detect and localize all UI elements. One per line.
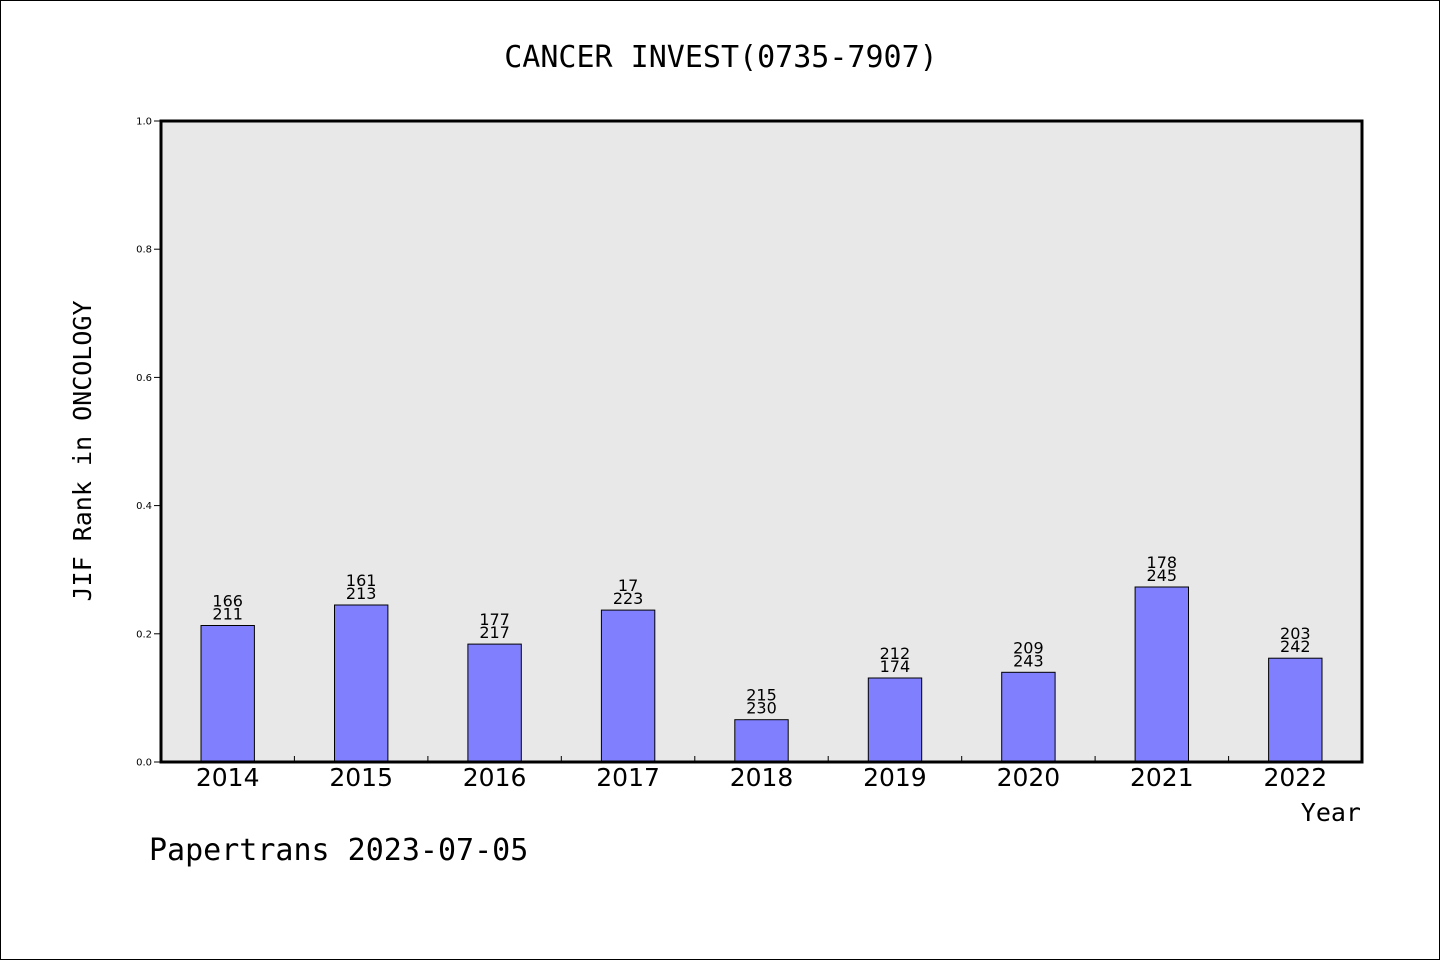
x-tick-label-2015: 2015 xyxy=(329,763,393,792)
y-tick-label: 0.6 xyxy=(136,373,152,384)
bar-2016 xyxy=(467,643,522,763)
bar-label-rank-2019: 212 xyxy=(880,644,911,663)
x-axis-label: Year xyxy=(1301,798,1361,827)
bar-2022 xyxy=(1268,657,1323,763)
y-tick-label: 0.8 xyxy=(136,245,152,256)
bar-label-total-2015: 213 xyxy=(346,584,377,603)
bar-label-total-2019: 174 xyxy=(880,657,911,676)
bar-label-rank-2017: 17 xyxy=(618,576,638,595)
y-tick-label: 0.4 xyxy=(136,501,152,512)
bar-label-total-2014: 211 xyxy=(212,605,243,624)
bar-label-total-2021: 245 xyxy=(1147,566,1178,585)
bar-2020 xyxy=(1001,671,1056,763)
bar-label-rank-2015: 161 xyxy=(346,571,377,590)
x-axis: 2014 2015 2016 2017 2018 2019 2020 2021 2022 xyxy=(196,756,1327,792)
bar-label-rank-2016: 177 xyxy=(479,610,510,629)
y-axis-label: JIF Rank in ONCOLOGY xyxy=(68,300,97,601)
x-tick-label-2018: 2018 xyxy=(730,763,794,792)
bar-labels-layer: 1662111612131772171722321523021217420924… xyxy=(212,553,1310,718)
y-axis: 0.0 0.2 0.4 0.6 0.8 1.0 xyxy=(136,117,161,769)
y-tick-label: 1.0 xyxy=(136,117,152,128)
bar-2017 xyxy=(600,609,656,763)
bar-label-total-2022: 242 xyxy=(1280,637,1311,656)
bar-2021 xyxy=(1134,586,1189,763)
bar-2014 xyxy=(200,625,255,763)
bar-label-total-2017: 223 xyxy=(613,589,644,608)
bar-label-rank-2014: 166 xyxy=(212,592,243,611)
plot-frame xyxy=(159,119,1364,764)
x-tick-label-2021: 2021 xyxy=(1130,763,1194,792)
y-tick-label: 0.2 xyxy=(136,629,152,640)
bar-2018 xyxy=(734,719,789,763)
x-tick-label-2017: 2017 xyxy=(596,763,660,792)
x-tick-label-2019: 2019 xyxy=(863,763,927,792)
bar-label-rank-2022: 203 xyxy=(1280,624,1311,643)
bar-label-rank-2021: 178 xyxy=(1147,553,1178,572)
chart-title: CANCER INVEST(0735-7907) xyxy=(504,40,937,75)
bar-label-total-2016: 217 xyxy=(479,623,510,642)
bar-label-rank-2018: 215 xyxy=(746,686,777,705)
bar-2015 xyxy=(334,604,389,763)
x-tick-label-2016: 2016 xyxy=(463,763,527,792)
x-tick-label-2020: 2020 xyxy=(997,763,1061,792)
y-tick-label: 0.0 xyxy=(136,758,152,769)
bars-layer xyxy=(200,586,1323,763)
x-tick-label-2022: 2022 xyxy=(1263,763,1327,792)
x-tick-label-2014: 2014 xyxy=(196,763,260,792)
bar-label-total-2018: 230 xyxy=(746,699,777,718)
bar-2019 xyxy=(867,677,923,763)
bar-label-total-2020: 243 xyxy=(1013,651,1044,670)
bar-label-rank-2020: 209 xyxy=(1013,638,1044,657)
footer-credit: Papertrans 2023-07-05 xyxy=(149,833,529,868)
